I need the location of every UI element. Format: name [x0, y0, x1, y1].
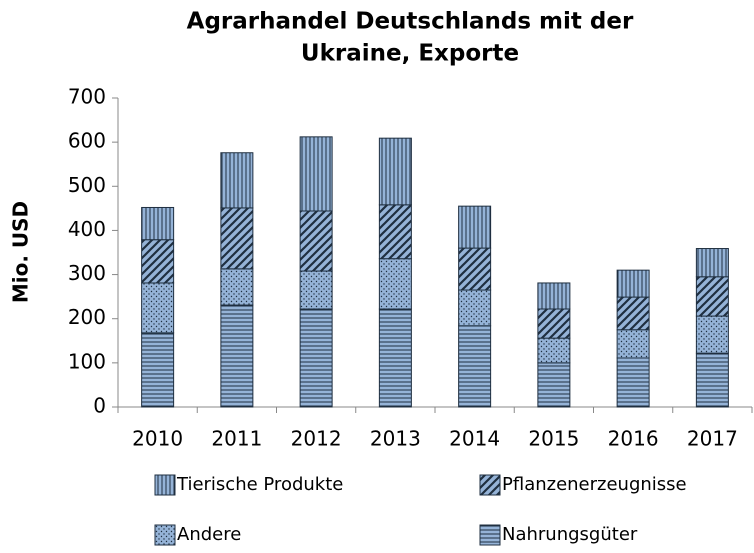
chart-title: Agrarhandel Deutschlands mit der: [187, 9, 634, 35]
bar-segment: [616, 269, 650, 298]
y-tick-label: 600: [68, 129, 106, 153]
bar-segment: [537, 308, 571, 339]
legend-swatch: [154, 524, 176, 546]
y-axis-label: Mio. USD: [9, 201, 33, 303]
bar-segment: [537, 282, 571, 310]
x-tick-label: 2014: [449, 427, 500, 451]
bar-segment: [141, 282, 175, 334]
bar-segment: [695, 315, 729, 354]
x-tick-label: 2015: [528, 427, 579, 451]
bar-segment: [141, 206, 175, 241]
bar-segment: [220, 152, 254, 209]
legend-swatch: [479, 524, 501, 546]
bar-segment: [220, 207, 254, 270]
bar-segment: [378, 308, 412, 408]
bar-segment: [458, 205, 492, 249]
bar-segment: [695, 276, 729, 317]
x-tick-label: 2011: [211, 427, 262, 451]
bar-segment: [299, 270, 333, 310]
legend-label: Andere: [177, 524, 241, 545]
chart-title: Ukraine, Exporte: [301, 41, 519, 67]
legend-label: Tierische Produkte: [176, 474, 343, 495]
bar-segment: [378, 137, 412, 206]
bar-segment: [616, 296, 650, 331]
bar-segment: [537, 337, 571, 364]
bar-segment: [616, 357, 650, 408]
y-tick-label: 700: [68, 85, 106, 109]
bar-segment: [458, 289, 492, 327]
bar-segment: [458, 247, 492, 291]
x-tick-label: 2012: [291, 427, 342, 451]
legend-swatch: [479, 474, 501, 496]
bar-segment: [616, 329, 650, 359]
bar-segment: [458, 325, 492, 408]
bar-segment: [695, 248, 729, 278]
bar-segment: [695, 352, 729, 408]
bar-segment: [378, 258, 412, 310]
x-tick-label: 2016: [608, 427, 659, 451]
y-tick-label: 500: [68, 173, 106, 197]
y-tick-label: 400: [68, 217, 106, 241]
legend-swatch: [154, 474, 176, 496]
bar-segment: [378, 204, 412, 260]
bar-segment: [299, 210, 333, 272]
bar-segment: [141, 239, 175, 284]
bar-segment: [220, 304, 254, 408]
bar-segment: [299, 308, 333, 408]
legend-label: Nahrungsgüter: [502, 524, 638, 545]
bar-segment: [220, 268, 254, 306]
y-tick-label: 100: [68, 349, 106, 373]
bar-segment: [299, 136, 333, 212]
legend-label: Pflanzenerzeugnisse: [502, 474, 687, 495]
y-tick-label: 300: [68, 261, 106, 285]
x-tick-label: 2010: [132, 427, 183, 451]
x-tick-label: 2017: [687, 427, 738, 451]
bar-segment: [537, 362, 571, 408]
x-tick-label: 2013: [370, 427, 421, 451]
y-tick-label: 0: [93, 394, 106, 418]
bar-segment: [141, 332, 175, 408]
y-tick-label: 200: [68, 305, 106, 329]
